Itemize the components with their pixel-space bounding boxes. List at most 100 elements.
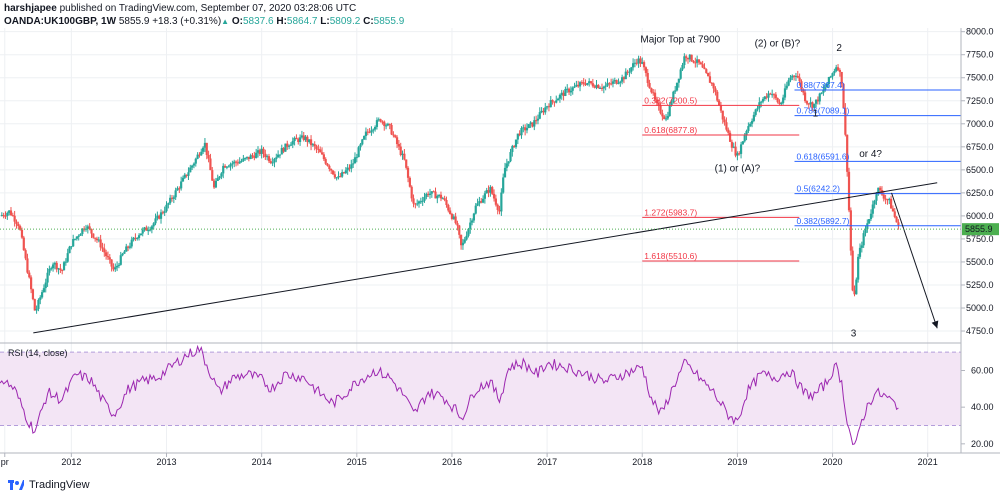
candle-body	[238, 161, 241, 164]
candle-body	[170, 197, 174, 199]
candle-body	[701, 64, 704, 68]
candle-body	[121, 253, 124, 256]
candle-body	[185, 174, 188, 176]
candle-body	[884, 198, 887, 200]
candle-body	[372, 129, 375, 131]
candle-body	[308, 139, 311, 143]
candle-body	[293, 137, 296, 141]
candle-body	[72, 239, 75, 247]
price-tick-label: 7250.0	[966, 96, 994, 106]
candle-body	[359, 144, 362, 148]
candle-body	[685, 56, 688, 58]
candle-body	[381, 121, 384, 123]
publish-info: published on TradingView.com, September …	[56, 3, 357, 14]
candle-body	[752, 114, 755, 121]
candle-body	[222, 165, 225, 174]
candle-body	[824, 87, 827, 90]
rsi-axis[interactable]: 20.00 40.00 60.00	[961, 366, 994, 449]
candle-body	[295, 137, 298, 140]
candle-body	[507, 161, 510, 164]
candle-body	[769, 93, 772, 95]
candle-body	[694, 62, 697, 64]
current-price-tag	[962, 223, 999, 236]
candle-body	[494, 198, 497, 205]
candle-body	[4, 215, 7, 217]
candle-body	[143, 227, 146, 230]
candle-body	[864, 229, 867, 234]
candle-body	[767, 93, 770, 98]
candle-body	[289, 144, 293, 146]
candle-body	[540, 110, 543, 113]
wave-annotations: Major Top at 7900 (2) or (B)? 2 1 (1) or (A)…	[640, 35, 882, 340]
candle-body	[223, 165, 227, 168]
candle-body	[675, 82, 679, 91]
candle-body	[518, 133, 521, 136]
candle-body	[26, 258, 29, 273]
candle-body	[708, 76, 712, 83]
candle-body	[125, 246, 128, 252]
author-name[interactable]: harshjapee	[4, 3, 57, 14]
time-axis[interactable]: pr 2012 2013 2014 2015 2016 2017 2018 2019 2020 20…	[1, 453, 938, 467]
candle-body	[203, 142, 207, 148]
candle-body	[255, 152, 258, 159]
candle-body	[17, 223, 20, 227]
candle-body	[266, 156, 269, 158]
candle-body	[648, 82, 651, 89]
last-price: 5855.9	[118, 16, 150, 27]
candle-body	[403, 153, 406, 160]
candle-body	[139, 233, 142, 236]
candle-body	[818, 93, 821, 102]
candle-body	[77, 235, 80, 237]
price-axis[interactable]: 4750.0 5000.0 5250.0 5500.0 5750.0 6000.0 6250…	[961, 27, 994, 336]
candle-body	[560, 92, 563, 95]
candle-body	[163, 211, 166, 213]
candle-body	[868, 219, 871, 224]
candle-body	[90, 228, 93, 234]
candle-body	[677, 78, 680, 83]
price-tick-label: 6750.0	[966, 142, 994, 152]
candle-body	[789, 77, 792, 81]
candle-body	[39, 297, 42, 300]
candle-body	[602, 86, 605, 89]
candle-body	[500, 192, 503, 212]
price-tick-label: 7750.0	[966, 50, 994, 60]
projection-arrow[interactable]	[891, 192, 938, 329]
candle-body	[141, 229, 144, 234]
candle-body	[524, 127, 527, 131]
wave-label: or 4?	[859, 149, 882, 160]
symbol-line: OANDA:UK100GBP, 1W 5855.9 +18.3 (+0.31%)…	[4, 15, 404, 28]
symbol-label[interactable]: OANDA:UK100GBP, 1W	[4, 16, 117, 27]
tradingview-footer[interactable]: TradingView	[8, 479, 90, 491]
candle-body	[331, 170, 335, 175]
candle-body	[196, 154, 199, 159]
candle-body	[857, 256, 860, 280]
candle-body	[405, 159, 408, 168]
candle-body	[324, 159, 327, 164]
candle-body	[785, 85, 788, 89]
candle-body	[242, 158, 245, 161]
time-tick-label: 2020	[823, 457, 843, 467]
candle-body	[531, 122, 534, 127]
candle-body	[760, 101, 763, 103]
candle-body	[447, 204, 450, 211]
candle-body	[873, 200, 876, 205]
candle-body	[388, 123, 391, 125]
candle-body	[33, 299, 36, 311]
candle-body	[205, 142, 208, 155]
candle-body	[653, 92, 657, 100]
candle-body	[291, 140, 294, 145]
candle-body	[300, 135, 304, 138]
candle-body	[588, 81, 591, 83]
candle-body	[9, 210, 13, 216]
candle-body	[233, 161, 236, 164]
price-tick-label: 6000.0	[966, 211, 994, 221]
candle-body	[890, 198, 893, 209]
candle-body	[156, 215, 159, 219]
candle-body	[754, 109, 757, 115]
candle-body	[383, 121, 386, 126]
candle-body	[730, 141, 734, 148]
rsi-line	[0, 344, 899, 446]
candle-body	[860, 245, 863, 248]
trendline[interactable]	[33, 182, 938, 334]
